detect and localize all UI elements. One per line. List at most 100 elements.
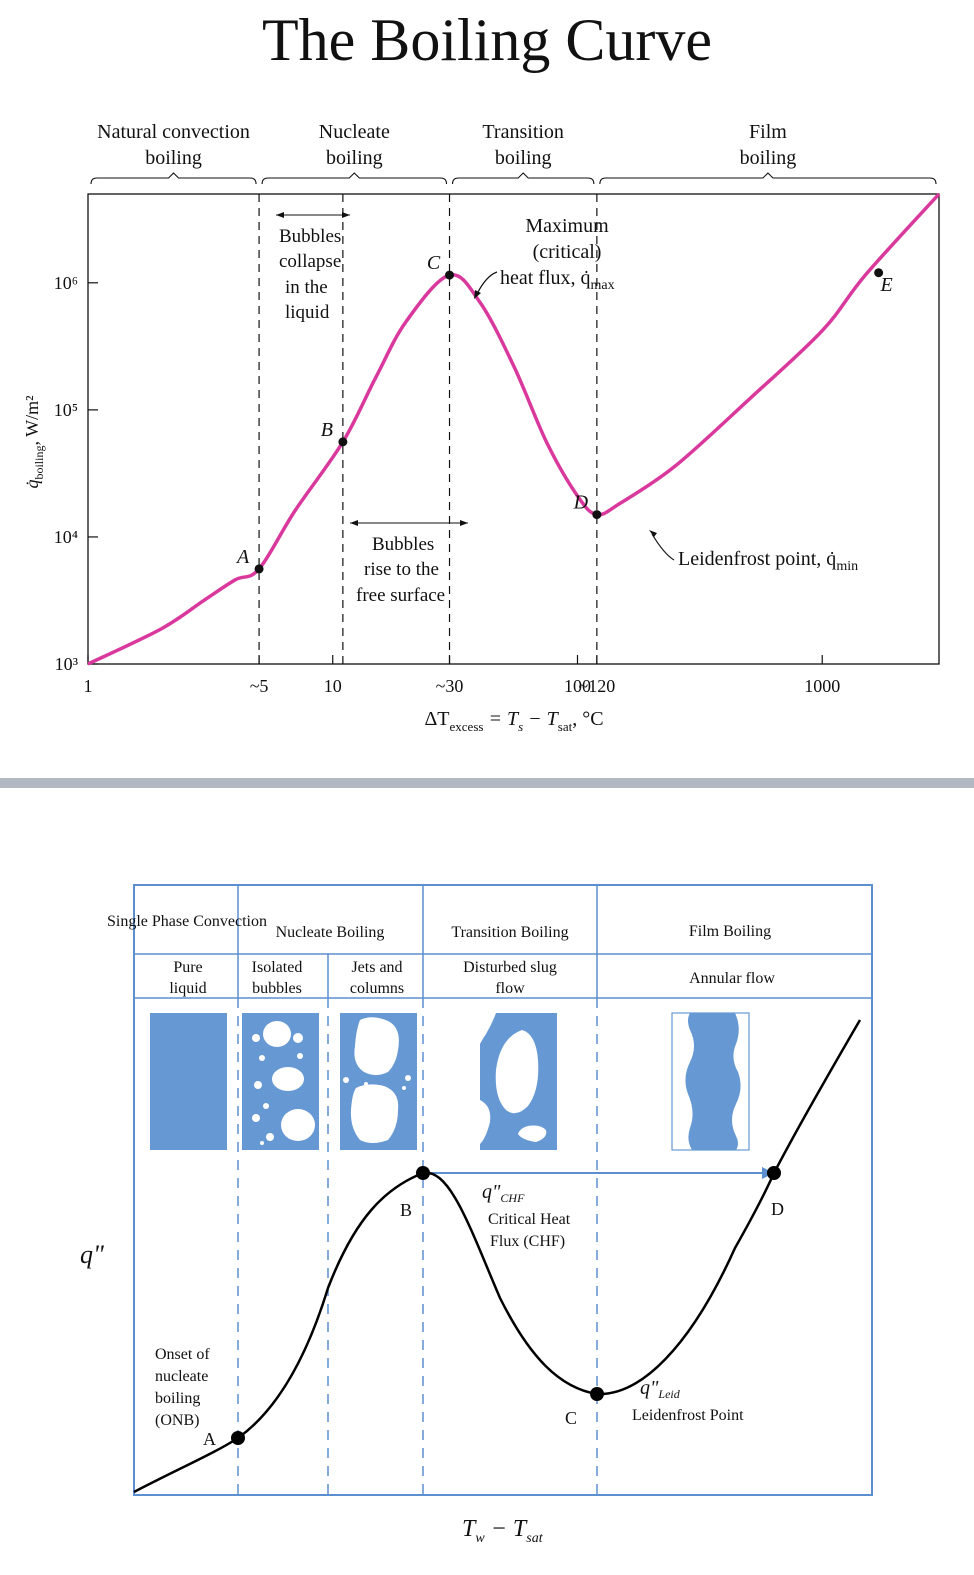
point-a-marker bbox=[231, 1431, 245, 1445]
schematic-points bbox=[231, 1166, 781, 1445]
region-header-1-line-1: Natural convection bbox=[97, 121, 250, 143]
bubbles-collapse-line-4: liquid bbox=[285, 302, 330, 323]
annotation-leidenfrost: q"Leid Leidenfrost Point bbox=[632, 1377, 744, 1424]
x-axis-label: ΔTexcess = Ts − Tsat, °C bbox=[424, 708, 603, 734]
x-tick-label-7: 1000 bbox=[804, 676, 840, 696]
point-d-marker bbox=[767, 1166, 781, 1180]
header-nucleate: Nucleate Boiling bbox=[276, 924, 385, 941]
regime-pictures bbox=[150, 1012, 750, 1151]
region-header-1: Natural convection boiling bbox=[90, 121, 257, 185]
sub-slug-2: flow bbox=[495, 980, 525, 997]
schematic-point-labels: A B C D bbox=[203, 1199, 784, 1449]
region-header-3-line-2: boiling bbox=[495, 147, 552, 169]
x-ticks: 1 ~5 10 ~30 100~120 1000 bbox=[84, 655, 840, 696]
point-d-marker bbox=[592, 510, 602, 520]
point-c-marker bbox=[445, 270, 455, 280]
chf-line-1: Critical Heat bbox=[488, 1211, 571, 1228]
region-headers: Natural convection boiling Nucleate boiling… bbox=[90, 121, 937, 185]
region-header-2-line-1: Nucleate bbox=[319, 121, 390, 143]
bubbles-rise-line-2: rise to the bbox=[364, 559, 439, 580]
curve-points: A B C D E bbox=[235, 252, 893, 574]
x-tick-label-3: 10 bbox=[324, 676, 342, 696]
x-tick-label-4: ~30 bbox=[436, 676, 464, 696]
leid-symbol: q"Leid bbox=[640, 1377, 681, 1401]
annotation-qmax: Maximum (critical) heat flux, q̇max bbox=[474, 215, 615, 299]
x-tick-label-5: 100 bbox=[564, 676, 591, 696]
header-transition: Transition Boiling bbox=[451, 924, 568, 941]
y-tick-label-1: 10³ bbox=[55, 654, 79, 674]
diagram-frame bbox=[133, 884, 873, 1496]
y-tick-label-2: 10⁴ bbox=[54, 527, 78, 547]
qmax-line-1: Maximum bbox=[525, 215, 609, 237]
qmin-text: Leidenfrost point, q̇min bbox=[678, 548, 858, 574]
header-sub-row: Pure liquid Isolated bubbles Jets and co… bbox=[169, 959, 775, 997]
schematic-y-label: q" bbox=[80, 1240, 104, 1269]
bubbles-collapse-line-3: in the bbox=[285, 277, 328, 298]
picture-annular-flow bbox=[671, 1012, 750, 1151]
y-axis-label: q̇boiling, W/m² bbox=[22, 395, 46, 488]
schematic-x-label: Tw − Tsat bbox=[462, 1516, 544, 1546]
bubbles-collapse-line-1: Bubbles bbox=[279, 226, 341, 247]
region-header-2-line-2: boiling bbox=[326, 147, 383, 169]
leid-line-1: Leidenfrost Point bbox=[632, 1407, 744, 1424]
point-b-label: B bbox=[321, 419, 333, 441]
chf-symbol: q"CHF bbox=[482, 1181, 525, 1205]
point-a-label: A bbox=[235, 546, 250, 568]
sub-isolated-1: Isolated bbox=[252, 959, 303, 976]
header-top-row: Single Phase Convection Nucleate Boiling… bbox=[107, 913, 771, 941]
picture-pure-liquid bbox=[150, 1013, 227, 1150]
page-title: The Boiling Curve bbox=[262, 7, 712, 73]
point-c-label: C bbox=[427, 252, 441, 274]
onb-line-4: (ONB) bbox=[155, 1412, 199, 1429]
header-single-phase: Single Phase Convection bbox=[107, 913, 267, 930]
header-film: Film Boiling bbox=[689, 923, 771, 940]
region-brace-1 bbox=[90, 172, 257, 185]
sub-pure-1: Pure bbox=[173, 959, 202, 976]
boiling-curve-schematic bbox=[133, 1019, 862, 1494]
point-c-label: C bbox=[565, 1408, 577, 1428]
region-header-4-line-1: Film bbox=[749, 121, 787, 143]
sub-jets-1: Jets and bbox=[351, 959, 402, 976]
region-header-2: Nucleate boiling bbox=[261, 121, 448, 185]
x-tick-label-2: ~5 bbox=[250, 676, 269, 696]
point-b-label: B bbox=[400, 1200, 412, 1220]
picture-jets-columns bbox=[340, 1013, 417, 1150]
picture-disturbed-slug bbox=[480, 1013, 557, 1150]
x-tick-label-1: 1 bbox=[84, 676, 93, 696]
point-c-marker bbox=[590, 1387, 604, 1401]
point-a-marker bbox=[254, 564, 264, 574]
annotation-qmin: Leidenfrost point, q̇min bbox=[649, 530, 858, 574]
sub-jets-2: columns bbox=[350, 980, 404, 997]
point-b-marker bbox=[338, 437, 348, 447]
boiling-curve-line bbox=[87, 192, 941, 666]
annotation-bubbles-rise: Bubbles rise to the free surface bbox=[350, 520, 468, 606]
boiling-curve-log-chart: Natural convection boiling Nucleate boiling… bbox=[22, 121, 941, 734]
annotation-chf: q"CHF Critical Heat Flux (CHF) bbox=[482, 1181, 571, 1250]
region-brace-3 bbox=[451, 172, 595, 185]
region-header-3: Transition boiling bbox=[451, 121, 595, 185]
region-header-4-line-2: boiling bbox=[740, 147, 797, 169]
sub-annular: Annular flow bbox=[689, 970, 775, 987]
sub-isolated-2: bubbles bbox=[252, 980, 302, 997]
region-brace-4 bbox=[599, 172, 937, 185]
region-header-3-line-1: Transition bbox=[482, 121, 564, 143]
bubbles-collapse-line-2: collapse bbox=[279, 251, 341, 272]
y-ticks: 10³ 10⁴ 10⁵ 10⁶ bbox=[54, 273, 98, 674]
point-e-marker bbox=[874, 268, 884, 278]
y-tick-label-4: 10⁶ bbox=[54, 273, 78, 293]
point-d-label: D bbox=[573, 492, 589, 514]
annotation-bubbles-collapse: Bubbles collapse in the liquid bbox=[276, 212, 350, 323]
point-a-label: A bbox=[203, 1429, 216, 1449]
bubbles-rise-line-1: Bubbles bbox=[372, 534, 434, 555]
sub-slug-1: Disturbed slug bbox=[463, 959, 557, 976]
chf-arrow bbox=[423, 1167, 774, 1179]
onb-line-2: nucleate bbox=[155, 1368, 208, 1385]
x-tick-label-6: ~120 bbox=[578, 676, 615, 696]
onb-line-3: boiling bbox=[155, 1390, 200, 1407]
chf-line-2: Flux (CHF) bbox=[490, 1233, 565, 1250]
point-e-label: E bbox=[880, 274, 893, 296]
picture-isolated-bubbles bbox=[242, 1013, 319, 1150]
sub-pure-2: liquid bbox=[169, 980, 206, 997]
plot-frame bbox=[87, 193, 940, 665]
onb-line-1: Onset of bbox=[155, 1346, 210, 1363]
